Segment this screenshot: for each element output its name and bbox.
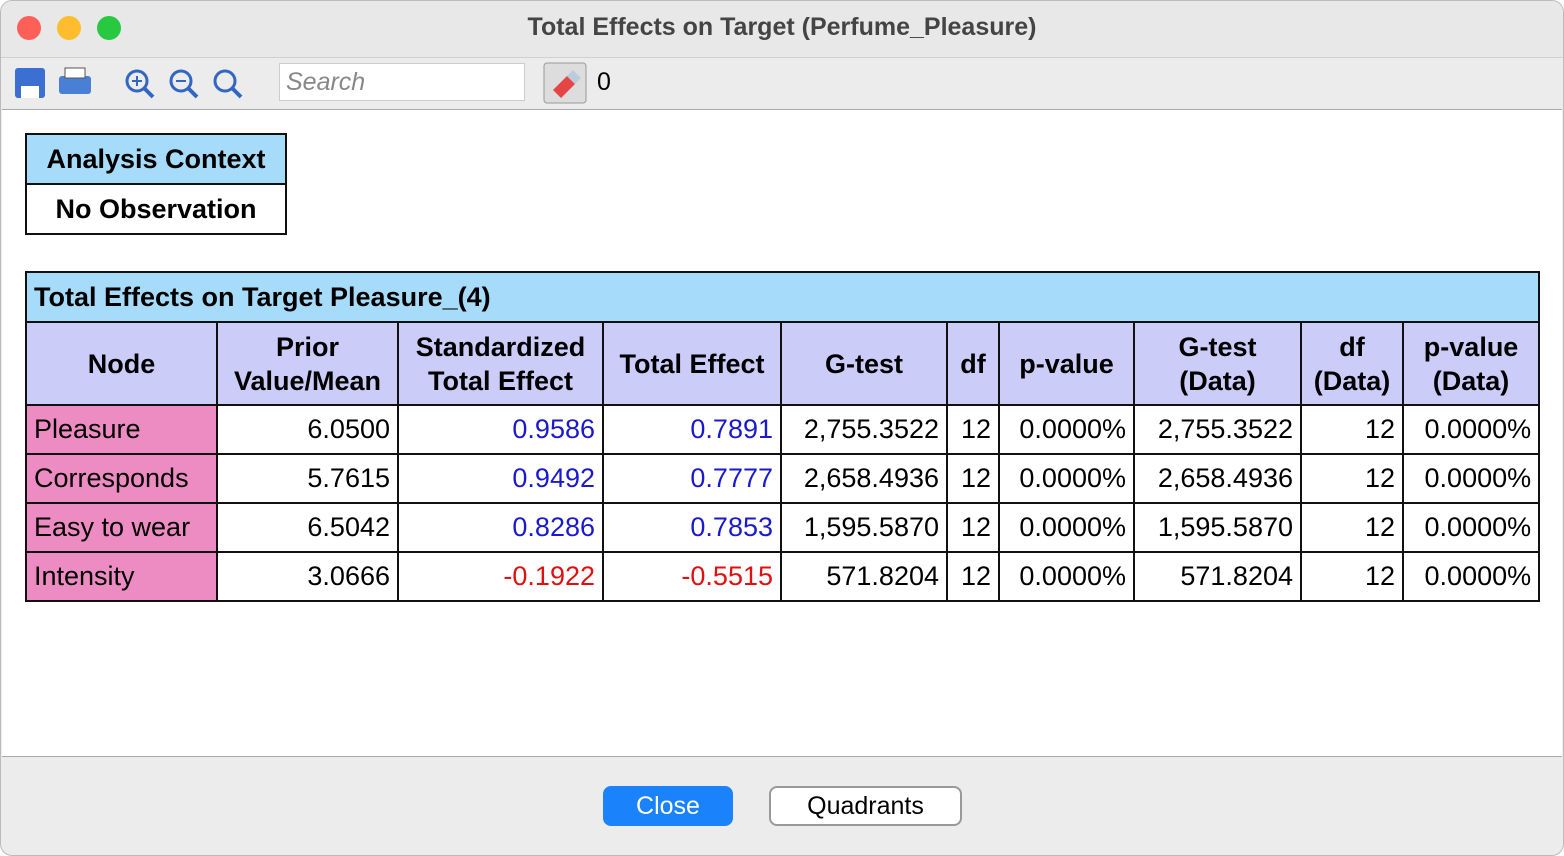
- close-light[interactable]: [17, 16, 41, 40]
- column-header: Prior Value/Mean: [216, 321, 399, 406]
- value-cell: 12: [946, 551, 1000, 602]
- data-row: Corresponds 5.7615 0.9492 0.7777 2,658.4936 1…: [25, 453, 1541, 504]
- column-header: df: [946, 321, 1000, 406]
- value-cell: 2,755.3522: [780, 404, 948, 455]
- value-cell: 0.0000%: [1401, 404, 1541, 455]
- value-cell: 0.0000%: [998, 502, 1135, 553]
- column-header: Standardized Total Effect: [397, 321, 604, 406]
- value-cell: 0.0000%: [1401, 502, 1541, 553]
- value-cell: 6.0500: [216, 404, 399, 455]
- count: 0: [597, 68, 611, 96]
- value-cell: 3.0666: [216, 551, 399, 602]
- zoom-in-icon[interactable]: [125, 69, 149, 93]
- value-cell: 12: [946, 404, 1000, 455]
- value-cell: 0.7853: [602, 502, 782, 553]
- value-cell: 12: [946, 453, 1000, 504]
- eraser-button[interactable]: [543, 62, 587, 104]
- column-header: Node: [25, 321, 218, 406]
- value-cell: 0.0000%: [998, 551, 1135, 602]
- value-cell: 0.0000%: [1401, 453, 1541, 504]
- data-row: Pleasure 6.0500 0.9586 0.7891 2,755.3522 12 0.…: [25, 404, 1541, 455]
- context-value: No Observation: [25, 183, 287, 235]
- value-cell: 0.9492: [397, 453, 604, 504]
- value-cell: 12: [1300, 404, 1404, 455]
- value-cell: 6.5042: [216, 502, 399, 553]
- content-area: Analysis Context No Observation Total Ef…: [2, 109, 1562, 757]
- close-button[interactable]: Close: [603, 786, 733, 826]
- value-cell: 571.8204: [1133, 551, 1302, 602]
- title-row: Total Effects on Target Pleasure_(4): [24, 271, 1541, 323]
- value-cell: 12: [1300, 502, 1404, 553]
- value-cell: 1,595.5870: [780, 502, 948, 553]
- node-cell: Pleasure: [25, 404, 218, 455]
- column-header: df (Data): [1300, 321, 1404, 406]
- column-header: Total Effect: [602, 321, 782, 406]
- zoom-reset-icon[interactable]: [213, 69, 237, 93]
- node-cell: Intensity: [25, 551, 218, 602]
- value-cell: 0.7891: [602, 404, 782, 455]
- value-cell: 12: [1300, 453, 1404, 504]
- value-cell: 12: [946, 502, 1000, 553]
- data-row: Easy to wear 6.5042 0.8286 0.7853 1,595.5870…: [25, 502, 1541, 553]
- column-header: p-value: [998, 321, 1135, 406]
- value-cell: -0.1922: [397, 551, 604, 602]
- column-header: p-value (Data): [1401, 321, 1541, 406]
- quadrants-button[interactable]: Quadrants: [769, 786, 962, 826]
- search-field[interactable]: Search: [279, 63, 525, 101]
- toolbar-icons: [15, 67, 243, 99]
- value-cell: 12: [1300, 551, 1404, 602]
- value-cell: 571.8204: [780, 551, 948, 602]
- value-cell: 2,755.3522: [1133, 404, 1302, 455]
- header-row: Node Prior Value/Mean Standardized Total E…: [25, 321, 1541, 406]
- value-cell: 0.0000%: [1401, 551, 1541, 602]
- node-cell: Corresponds: [25, 453, 218, 504]
- column-header: G-test: [780, 321, 948, 406]
- value-cell: 1,595.5870: [1133, 502, 1302, 553]
- print-icon[interactable]: [59, 76, 91, 94]
- value-cell: 0.0000%: [998, 404, 1135, 455]
- effects-table: Total Effects on Target Pleasure_(4) Node…: [24, 271, 1541, 602]
- value-cell: 5.7615: [216, 453, 399, 504]
- window-title: Total Effects on Target (Perfume_Pleasur…: [527, 13, 1037, 41]
- value-cell: 2,658.4936: [780, 453, 948, 504]
- value-cell: 0.9586: [397, 404, 604, 455]
- minimize-light[interactable]: [57, 16, 81, 40]
- title-bar: Total Effects on Target (Perfume_Pleasur…: [1, 1, 1563, 58]
- value-cell: 0.0000%: [998, 453, 1135, 504]
- value-cell: -0.5515: [602, 551, 782, 602]
- context-table: Analysis Context No Observation: [25, 133, 287, 235]
- column-header: G-test (Data): [1133, 321, 1302, 406]
- table-title: Total Effects on Target Pleasure_(4): [24, 271, 1541, 323]
- node-cell: Easy to wear: [25, 502, 218, 553]
- data-row: Intensity 3.0666 -0.1922 -0.5515 571.8204 12 0…: [25, 551, 1541, 602]
- toolbar: Search 0: [1, 58, 1563, 108]
- value-cell: 2,658.4936: [1133, 453, 1302, 504]
- context-header: Analysis Context: [25, 133, 287, 185]
- zoom-light[interactable]: [97, 16, 121, 40]
- value-cell: 0.8286: [397, 502, 604, 553]
- zoom-out-icon[interactable]: [169, 69, 193, 93]
- value-cell: 0.7777: [602, 453, 782, 504]
